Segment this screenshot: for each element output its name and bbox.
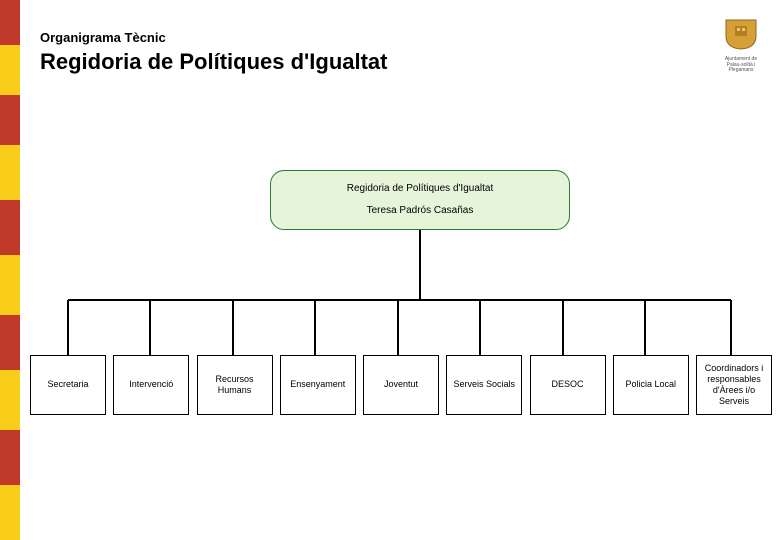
org-child-label: Intervenció <box>129 379 173 390</box>
left-bar-segment <box>0 485 20 540</box>
org-child-node: DESOC <box>530 355 606 415</box>
page-heading: Organigrama Tècnic Regidoria de Polítiqu… <box>40 30 388 75</box>
left-bar-segment <box>0 200 20 255</box>
org-child-node: Joventut <box>363 355 439 415</box>
logo-caption-line2: Palau-solità i Plegamans <box>722 63 760 74</box>
org-child-node: Serveis Socials <box>446 355 522 415</box>
left-accent-bar <box>0 0 20 540</box>
org-child-label: Ensenyament <box>290 379 345 390</box>
page-title: Regidoria de Polítiques d'Igualtat <box>40 49 388 75</box>
org-child-node: Ensenyament <box>280 355 356 415</box>
org-child-label: Secretaria <box>47 379 88 390</box>
left-bar-segment <box>0 370 20 430</box>
org-child-node: Intervenció <box>113 355 189 415</box>
left-bar-segment <box>0 45 20 95</box>
left-bar-segment <box>0 95 20 145</box>
shield-icon <box>722 18 760 50</box>
org-child-label: Serveis Socials <box>453 379 515 390</box>
org-child-node: Policia Local <box>613 355 689 415</box>
org-child-label: DESOC <box>551 379 583 390</box>
org-children-row: Secretaria Intervenció Recursos Humans Ense… <box>30 355 772 415</box>
left-bar-segment <box>0 145 20 200</box>
org-child-label: Recursos Humans <box>200 374 270 397</box>
org-child-node: Secretaria <box>30 355 106 415</box>
left-bar-segment <box>0 315 20 370</box>
org-connectors <box>0 0 780 540</box>
municipal-logo: Ajuntament de Palau-solità i Plegamans <box>722 18 760 64</box>
page-subtitle: Organigrama Tècnic <box>40 30 388 45</box>
org-root-node: Regidoria de Polítiques d'Igualtat Teres… <box>270 170 570 230</box>
org-child-node: Coordinadors i responsables d'Àrees i/o … <box>696 355 772 415</box>
org-child-label: Policia Local <box>625 379 676 390</box>
org-root-person: Teresa Padrós Casañas <box>271 203 569 219</box>
org-root-title: Regidoria de Polítiques d'Igualtat <box>271 181 569 197</box>
left-bar-segment <box>0 0 20 45</box>
org-child-label: Coordinadors i responsables d'Àrees i/o … <box>699 363 769 408</box>
left-bar-segment <box>0 430 20 485</box>
left-bar-segment <box>0 255 20 315</box>
org-child-node: Recursos Humans <box>197 355 273 415</box>
org-child-label: Joventut <box>384 379 418 390</box>
